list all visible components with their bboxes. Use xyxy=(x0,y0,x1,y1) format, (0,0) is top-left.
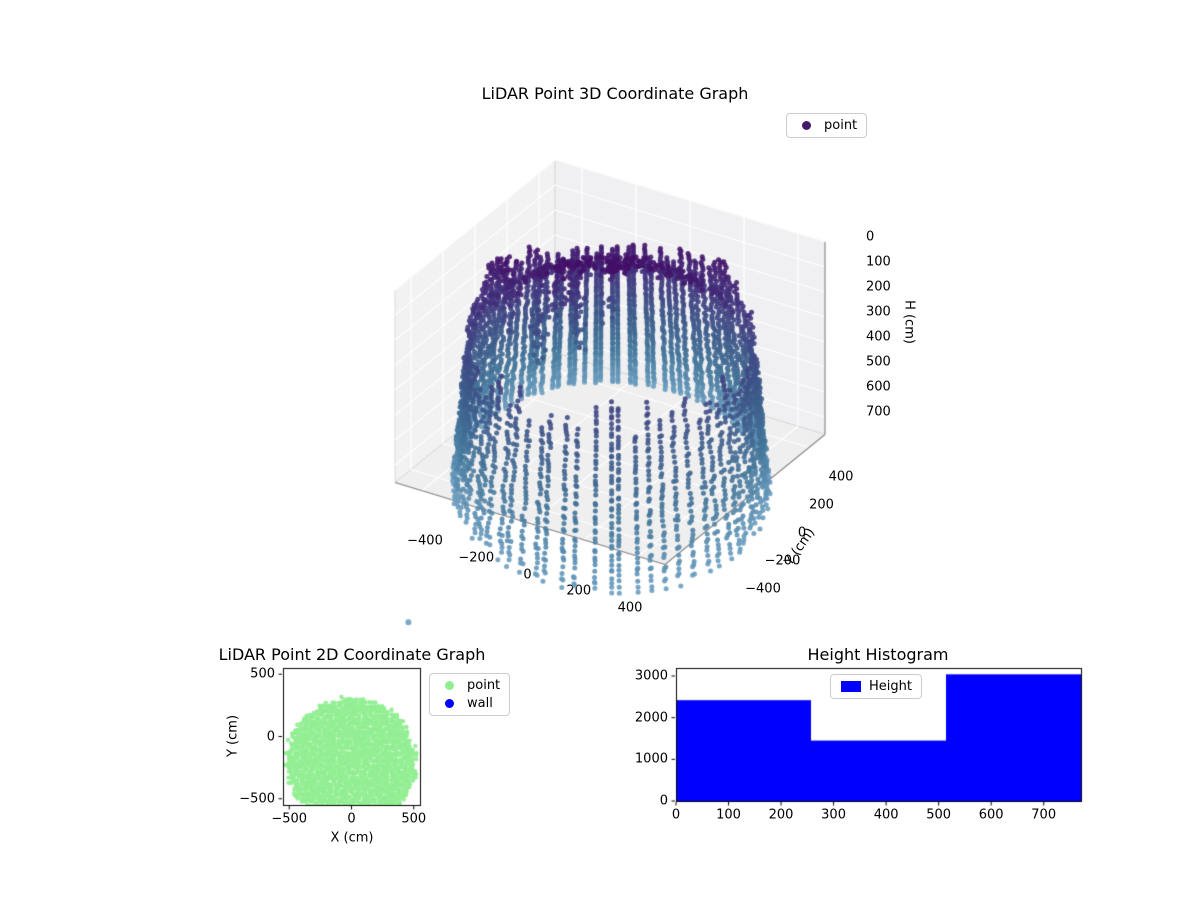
legend-label: point xyxy=(467,678,501,693)
legend-entry: point xyxy=(796,118,857,133)
legend-dot-icon xyxy=(445,681,454,690)
legend-label: point xyxy=(824,118,858,133)
chart-3d-legend: point xyxy=(786,113,868,138)
legend-patch-icon xyxy=(841,681,861,692)
legend-entry: Height xyxy=(840,679,912,694)
legend-label: Height xyxy=(869,679,912,694)
legend-entry: point xyxy=(439,678,500,693)
legend-entry: wall xyxy=(439,696,500,711)
legend-dot-icon xyxy=(802,121,811,130)
legend-label: wall xyxy=(467,696,493,711)
histogram-legend: Height xyxy=(830,674,922,699)
chart-2d-legend: point wall xyxy=(429,673,511,716)
legend-dot-icon xyxy=(445,699,454,708)
